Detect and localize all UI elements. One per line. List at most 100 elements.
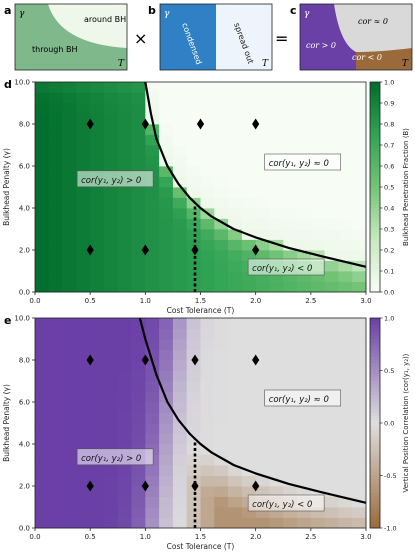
heatmap-cell	[338, 103, 353, 114]
heatmap-cell	[145, 339, 160, 350]
heatmap-cell	[241, 218, 257, 230]
diamond-marker	[141, 480, 149, 492]
heatmap-cell	[131, 349, 146, 361]
heatmap-cell	[35, 339, 50, 350]
heatmap-cell	[200, 475, 215, 487]
heatmap-cell	[172, 339, 188, 350]
heatmap-cell	[35, 92, 50, 104]
heatmap-cell	[324, 402, 339, 413]
heatmap-cell	[297, 402, 312, 413]
heatmap-cell	[48, 124, 63, 135]
heatmap-cell	[352, 349, 367, 361]
colorbar-label: Bulkhead Penetration Fraction ⟨B⟩	[402, 128, 410, 246]
heatmap-cell	[214, 239, 229, 251]
heatmap-cell	[159, 318, 174, 329]
heatmap-cell	[90, 92, 105, 104]
heatmap-cell	[255, 454, 270, 466]
heatmap-cell	[310, 370, 326, 382]
heatmap-cell	[352, 423, 367, 434]
heatmap-cell	[324, 134, 339, 146]
heatmap-cell	[241, 454, 257, 466]
heatmap-cell	[338, 250, 353, 261]
heatmap-cell	[172, 328, 188, 340]
heatmap-cell	[103, 271, 119, 282]
diamond-marker	[86, 354, 94, 366]
heatmap-cell	[186, 423, 201, 434]
heatmap-cell	[62, 239, 77, 251]
heatmap-cell	[310, 281, 326, 293]
heatmap-cell	[186, 412, 201, 424]
panel-c-letter: c	[290, 4, 297, 17]
heatmap-cell	[324, 124, 339, 135]
colorbar-segment	[370, 325, 380, 329]
colorbar-tick-label: 0.2	[384, 247, 394, 255]
heatmap-cell	[145, 391, 160, 403]
heatmap-cell	[269, 517, 284, 529]
heatmap-cell	[228, 465, 243, 476]
heatmap-cell	[145, 475, 160, 487]
heatmap-cell	[228, 103, 243, 114]
heatmap-cell	[324, 187, 339, 198]
heatmap-cell	[324, 145, 339, 156]
heatmap-cell	[214, 103, 229, 114]
heatmap-cell	[172, 218, 188, 230]
heatmap-cell	[310, 134, 326, 146]
colorbar-segment	[370, 281, 380, 286]
colorbar-tick-label: -1.0	[384, 525, 397, 533]
heatmap-cell	[172, 124, 188, 135]
heatmap-cell	[145, 496, 160, 508]
colorbar-segment	[370, 405, 380, 410]
heatmap-cell	[200, 134, 215, 146]
heatmap-cell	[117, 360, 132, 371]
heatmap-cell	[352, 281, 367, 293]
heatmap-cell	[269, 349, 284, 361]
heatmap-cell	[310, 271, 326, 282]
heatmap-cell	[283, 433, 298, 445]
colorbar-segment	[370, 510, 380, 515]
heatmap-cell	[117, 229, 132, 240]
colorbar: 0.0 0.1 0.2 0.3 0.4 0.5 0.6 0.7 0.8 0.9 1.0 Bulkhea…	[369, 79, 410, 297]
heatmap-cell	[117, 145, 132, 156]
panel-a-bottom-label: through BH	[32, 45, 77, 54]
heatmap-cell	[338, 155, 353, 167]
heatmap-cell	[186, 486, 201, 497]
heatmap-cell	[76, 339, 91, 350]
heatmap-cell	[117, 187, 132, 198]
heatmap-cell	[145, 82, 160, 93]
heatmap-cell	[255, 92, 270, 104]
x-tick-label: 2.0	[250, 297, 261, 305]
diamond-marker	[252, 118, 260, 130]
heatmap-cell	[255, 475, 270, 487]
heatmap-cell	[90, 328, 105, 340]
heatmap-cell	[297, 166, 312, 177]
heatmap-cell	[241, 444, 257, 455]
x-axis-label: Cost Tolerance (T)	[167, 306, 235, 315]
heatmap-cell	[117, 92, 132, 104]
heatmap-cell	[117, 218, 132, 230]
y-tick-label: 0.0	[19, 289, 30, 297]
colorbar-segment	[370, 335, 380, 340]
heatmap-cell	[200, 465, 215, 476]
heatmap-cell	[297, 197, 312, 209]
heatmap-cell	[228, 370, 243, 382]
heatmap-cell	[214, 208, 229, 219]
heatmap-cell	[352, 145, 367, 156]
x-tick-label: 1.0	[140, 533, 151, 541]
colorbar-segment	[370, 246, 380, 251]
heatmap-cell	[338, 197, 353, 209]
heatmap-cell	[283, 239, 298, 251]
heatmap-cell	[145, 402, 160, 413]
heatmap-cell	[338, 486, 353, 497]
heatmap-cell	[228, 454, 243, 466]
heatmap-cell	[228, 328, 243, 340]
heatmap-cell	[90, 475, 105, 487]
colorbar-segment	[370, 360, 380, 364]
heatmap-cell	[103, 465, 119, 476]
heatmap-cell	[131, 113, 146, 125]
y-tick-label: 10.0	[14, 315, 30, 323]
colorbar-segment	[370, 208, 380, 212]
heatmap-cell	[103, 92, 119, 104]
heatmap-cell	[324, 208, 339, 219]
y-tick-label: 6.0	[19, 399, 30, 407]
heatmap-cell	[228, 339, 243, 350]
